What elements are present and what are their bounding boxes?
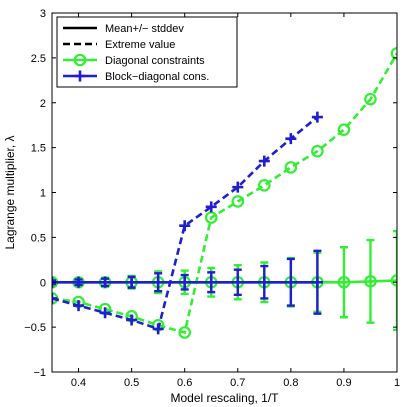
- y-tick-label: 0.5: [31, 232, 46, 244]
- extreme-point: [99, 307, 111, 319]
- mean-point: [99, 276, 111, 288]
- legend-item: Extreme value: [63, 39, 175, 51]
- series-layer: [52, 47, 397, 339]
- extreme-point: [311, 144, 324, 158]
- extreme-point: [311, 111, 323, 123]
- x-tick-label: 0.7: [230, 377, 245, 389]
- mean-point: [205, 276, 217, 288]
- extreme-point: [258, 155, 270, 167]
- y-tick-label: −0.5: [24, 322, 46, 334]
- extreme-point: [205, 201, 217, 213]
- legend-marker: [74, 70, 86, 82]
- mean-point: [258, 276, 270, 288]
- extreme-point: [73, 300, 85, 312]
- error-bar: [52, 279, 56, 286]
- mean-point: [364, 275, 377, 288]
- mean-point: [232, 276, 244, 288]
- legend-marker: [73, 53, 87, 67]
- x-tick-label: 0.8: [283, 377, 298, 389]
- extreme-point: [337, 123, 351, 136]
- extreme-point: [179, 220, 191, 232]
- legend: Mean+/− stddev Extreme value Diagonal cons…: [56, 16, 238, 88]
- mean-point: [311, 276, 323, 288]
- legend-label: Extreme value: [105, 39, 175, 51]
- y-tick-label: 0: [40, 277, 46, 289]
- y-tick-label: −1: [33, 367, 46, 379]
- x-axis-label: Model rescaling, 1/T: [170, 391, 279, 405]
- mean-point: [285, 276, 297, 288]
- x-tick-label: 0.5: [124, 377, 139, 389]
- y-tick-label: 2.5: [31, 53, 46, 65]
- extreme-point: [231, 195, 245, 208]
- extreme-point: [178, 326, 191, 339]
- legend-item: Diagonal constraints: [63, 53, 205, 67]
- x-tick-label: 1: [394, 377, 400, 389]
- ticks-layer: 0.4 0.5 0.6 0.7 0.8 0.9 1 −1 −0.5 0 0.5 1 1.5 2 2.5 3: [24, 8, 400, 389]
- mean-point: [179, 276, 191, 288]
- legend-label: Diagonal constraints: [105, 55, 205, 67]
- y-tick-label: 2: [40, 98, 46, 110]
- legend-item: Block−diagonal cons.: [63, 70, 209, 83]
- legend-item: Mean+/− stddev: [63, 23, 184, 35]
- x-tick-label: 0.4: [71, 377, 86, 389]
- extreme-point: [232, 181, 244, 193]
- extreme-line: [52, 116, 319, 331]
- mean-point: [152, 276, 164, 288]
- y-tick-label: 3: [40, 8, 46, 20]
- extreme-point: [285, 133, 297, 145]
- error-bar: [393, 229, 397, 332]
- mean-point: [337, 275, 351, 289]
- extreme-point: [126, 314, 138, 326]
- x-tick-label: 0.6: [177, 377, 192, 389]
- x-tick-label: 0.9: [336, 377, 351, 389]
- mean-point: [126, 276, 138, 288]
- y-tick-label: 1.5: [31, 143, 46, 155]
- extreme-point: [52, 292, 58, 304]
- legend-label: Block−diagonal cons.: [105, 71, 209, 83]
- y-tick-label: 1: [40, 188, 46, 200]
- mean-point: [73, 276, 85, 288]
- legend-label: Mean+/− stddev: [105, 23, 184, 35]
- extreme-point: [364, 92, 377, 106]
- y-axis-label: Lagrange multiplier, λ: [3, 135, 17, 249]
- extreme-point: [204, 211, 218, 224]
- extreme-point: [284, 161, 298, 174]
- extreme-point: [258, 179, 271, 192]
- series-block-diagonal: [52, 111, 323, 335]
- extreme-point: [152, 323, 164, 335]
